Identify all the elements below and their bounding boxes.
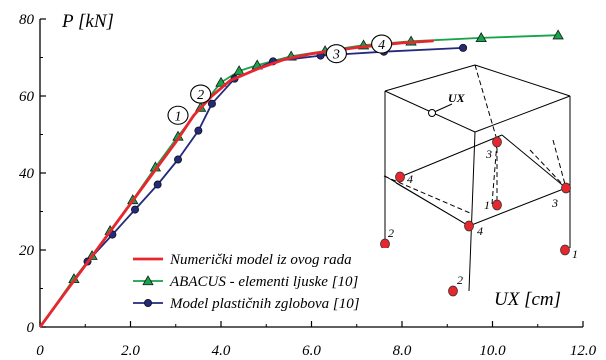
frame-member [529,149,567,189]
hinge-point [560,244,570,256]
hinge-point [464,220,474,232]
corner-label: 3 [485,147,492,161]
x-tick-label: 2.0 [121,343,140,359]
diagram-load-label: UX [448,91,466,105]
hinge-point [380,238,390,250]
y-axis-label: P [kN] [61,11,114,32]
data-point-circle [207,99,216,108]
data-point-triangle [552,29,564,40]
callout-label: 1 [175,109,182,124]
hinge-point [492,199,502,211]
data-point-circle [153,180,162,189]
callout-label: 2 [197,88,204,103]
legend-box [127,248,427,320]
data-point-circle [143,298,152,307]
data-point-circle [194,126,203,135]
hinge-point [395,171,405,183]
y-tick-label: 80 [19,12,35,28]
y-tick-label: 40 [19,166,35,182]
callout-circle [371,34,393,54]
hinge-point [492,136,502,148]
frame-member [399,134,503,178]
frame-diagram: UX 2 4 4 2 3 1 3 1 [380,64,578,297]
data-point-circle [174,155,183,164]
callout-label: 4 [378,38,385,53]
x-tick-label: 6.0 [302,343,321,359]
y-tick-label: 60 [19,89,35,105]
data-point-triangle [475,32,487,43]
frame-member [468,131,476,292]
corner-label: 2 [388,226,394,240]
corner-label: 2 [457,273,463,287]
callout-circle [167,105,189,125]
chart-legend: Numerički model iz ovog rada ABACUS - ele… [127,248,427,320]
load-point [428,109,436,117]
callout-circle [190,84,212,104]
frame-member [501,134,567,189]
legend-label: Model plastičnih zglobova [10] [169,296,360,312]
y-tick-label: 20 [19,243,35,259]
legend-label: ABACUS - elementi ljuske [10] [169,274,358,290]
callout-circle [325,44,347,64]
frame-member [395,182,470,227]
frame-member [383,175,471,214]
chart-callouts: 12 3 4 [167,34,393,125]
frame-member [474,64,498,141]
series-line-1 [38,39,434,328]
corner-label: 3 [551,196,558,210]
data-point-triangle [233,65,245,76]
x-tick-label: 0 [36,343,44,359]
x-tick-label: 8.0 [393,343,412,359]
corner-label: 4 [477,224,483,238]
hinge-point [561,182,571,194]
corner-label: 4 [407,172,413,186]
hinge-point [448,285,458,297]
frame-member [474,64,571,97]
frame-member [384,64,476,92]
frame-member [468,187,567,227]
frame-member [552,139,567,189]
x-tick-label: 4.0 [212,343,231,359]
y-tick-label: 0 [27,320,35,336]
data-point-circle [131,205,140,214]
corner-label: 1 [572,247,578,261]
corner-label: 1 [484,198,490,212]
frame-member [491,141,498,205]
chart-axes: 0 2.0 4.0 6.0 8.0 10.0 12.0 0 20 40 60 80 [19,12,597,359]
x-tick-label: 10.0 [479,343,506,359]
data-point-circle [459,43,468,52]
x-tick-label: 12.0 [570,343,597,359]
x-axis-label: UX [cm] [494,289,561,310]
callout-label: 3 [332,48,340,63]
data-point-triangle [215,76,227,87]
data-point-triangle [142,275,154,286]
legend-label: Numerički model iz ovog rada [169,252,352,268]
frame-member [474,95,571,133]
